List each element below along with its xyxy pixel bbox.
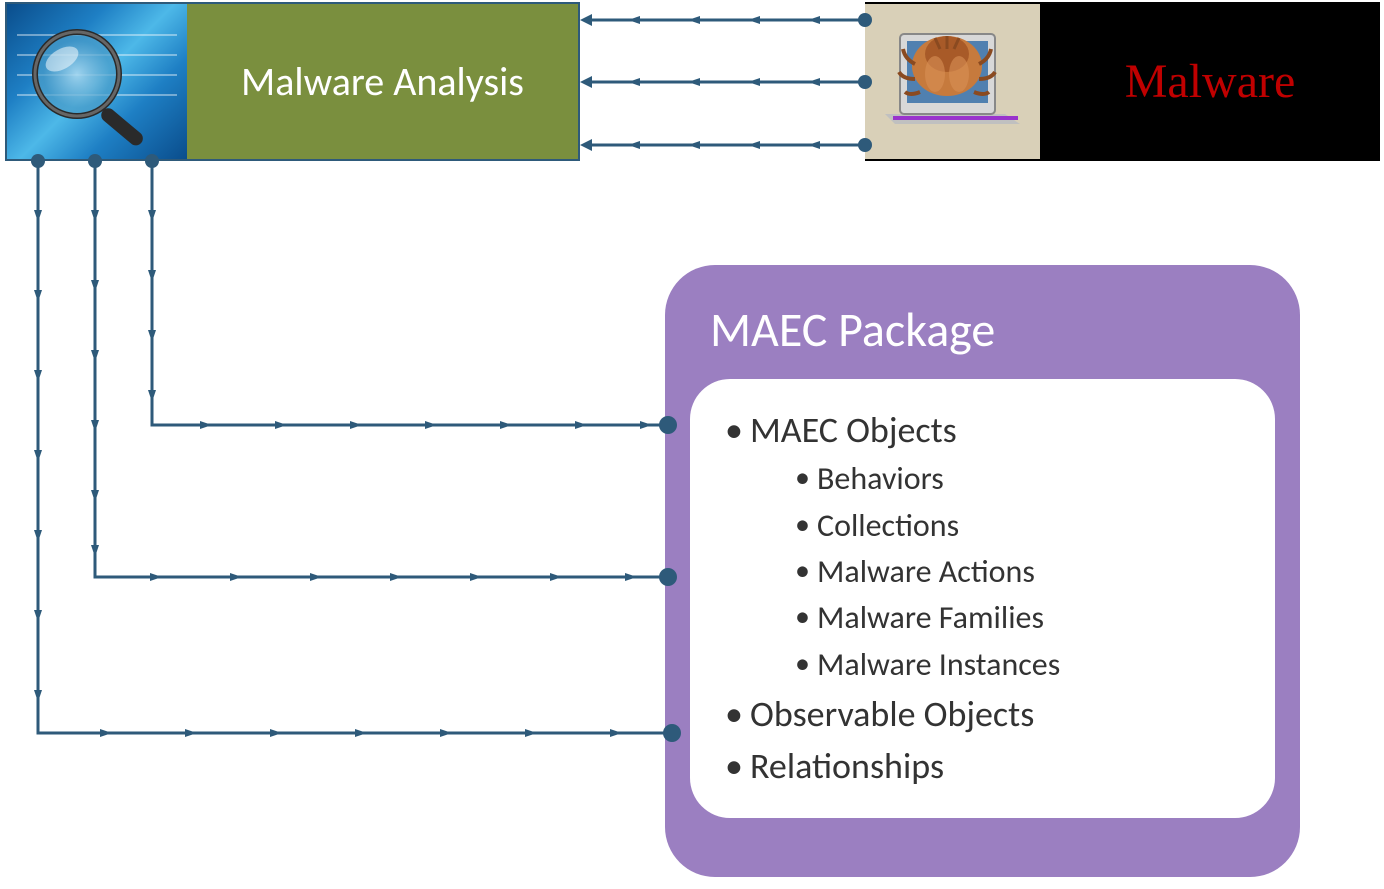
maec-item: MAEC Objects Behaviors Collections Malwa… xyxy=(725,404,1240,688)
maec-subitem: Collections xyxy=(795,503,1240,549)
maec-subitem: Malware Actions xyxy=(795,549,1240,595)
maec-subitem: Behaviors xyxy=(795,456,1240,502)
maec-package-content: MAEC Objects Behaviors Collections Malwa… xyxy=(690,379,1275,818)
maec-package-title: MAEC Package xyxy=(690,290,1275,379)
maec-package-box: MAEC Package MAEC Objects Behaviors Coll… xyxy=(665,265,1300,877)
analysis-label: Malware Analysis xyxy=(187,4,578,159)
arrows-analysis-to-maec xyxy=(31,154,681,742)
maec-items-list: MAEC Objects Behaviors Collections Malwa… xyxy=(725,404,1240,793)
maec-item: Observable Objects xyxy=(725,688,1240,740)
malware-label: Malware xyxy=(1040,2,1380,161)
malware-box: Malware xyxy=(865,2,1380,161)
arrows-malware-to-analysis xyxy=(580,13,872,152)
maec-sublist: Behaviors Collections Malware Actions Ma… xyxy=(795,456,1240,688)
analysis-image xyxy=(7,4,187,159)
maec-item: Relationships xyxy=(725,740,1240,792)
maec-subitem: Malware Families xyxy=(795,595,1240,641)
malware-analysis-box: Malware Analysis xyxy=(5,2,580,161)
maec-subitem: Malware Instances xyxy=(795,642,1240,688)
malware-image xyxy=(865,4,1040,159)
